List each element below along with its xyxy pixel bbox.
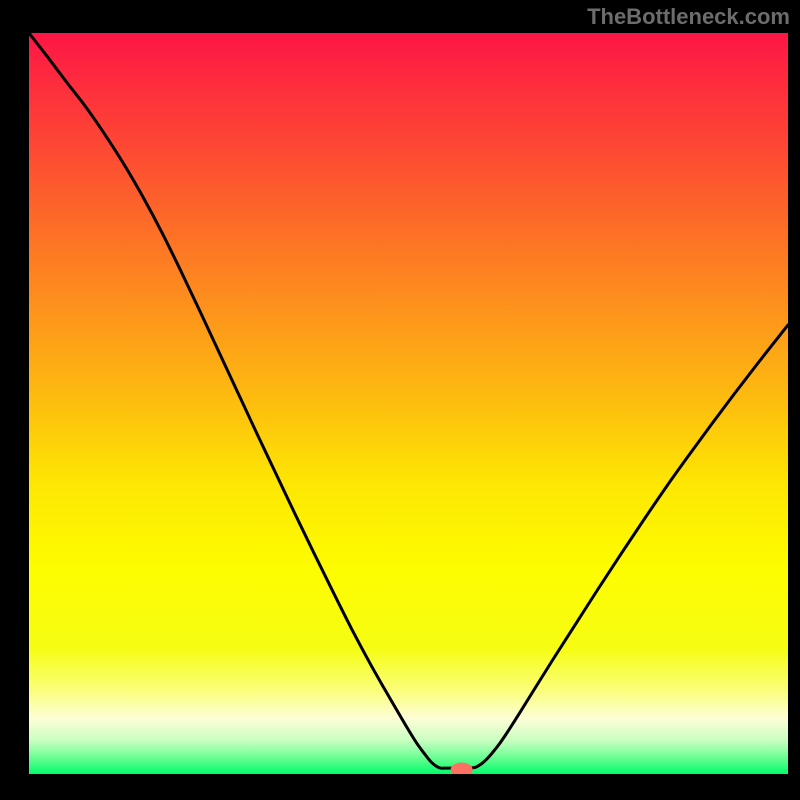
gradient-background [29,33,788,774]
watermark-text: TheBottleneck.com [587,4,790,30]
chart-plot-area [29,33,788,774]
chart-frame: TheBottleneck.com [0,0,800,800]
